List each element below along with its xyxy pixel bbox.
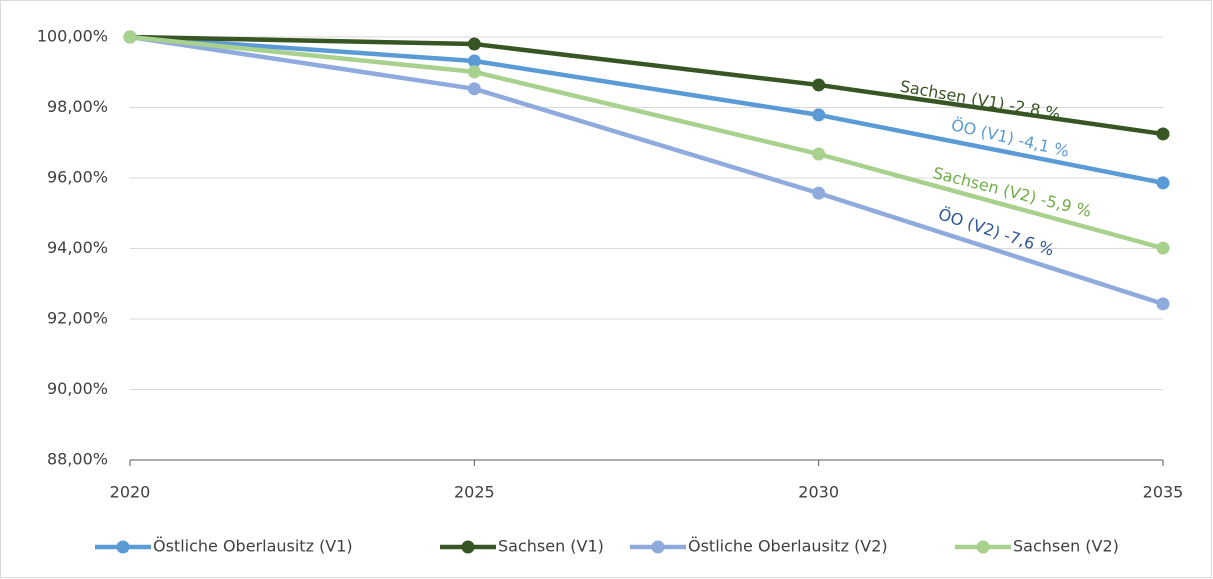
legend-label: Sachsen (V2) <box>1013 537 1119 556</box>
legend-label: Östliche Oberlausitz (V1) <box>153 537 353 556</box>
data-point <box>812 186 826 200</box>
data-point <box>467 54 481 68</box>
legend-marker <box>461 540 475 554</box>
data-point <box>812 147 826 161</box>
x-tick-label: 2035 <box>1143 483 1184 502</box>
y-tick-label: 100,00% <box>37 27 108 46</box>
data-point <box>467 65 481 79</box>
y-tick-label: 92,00% <box>47 309 108 328</box>
data-point <box>1156 297 1170 311</box>
data-point <box>1156 241 1170 255</box>
legend-marker <box>651 540 665 554</box>
y-tick-label: 96,00% <box>47 168 108 187</box>
data-point <box>812 78 826 92</box>
series-line <box>129 34 1164 306</box>
y-tick-label: 94,00% <box>47 238 108 257</box>
data-point <box>1156 176 1170 190</box>
data-point <box>467 37 481 51</box>
y-tick-label: 98,00% <box>47 97 108 116</box>
data-point <box>1156 127 1170 141</box>
legend-marker <box>976 540 990 554</box>
x-tick-label: 2020 <box>110 483 151 502</box>
series-line <box>129 34 1164 251</box>
series-line <box>129 34 1164 186</box>
x-tick-label: 2025 <box>454 483 495 502</box>
series-line <box>129 34 1164 137</box>
y-tick-label: 88,00% <box>47 450 108 469</box>
data-point <box>123 30 137 44</box>
data-point <box>467 82 481 96</box>
legend-label: Östliche Oberlausitz (V2) <box>688 537 888 556</box>
y-tick-label: 90,00% <box>47 379 108 398</box>
x-tick-label: 2030 <box>798 483 839 502</box>
legend-marker <box>116 540 130 554</box>
data-point <box>812 108 826 122</box>
legend-label: Sachsen (V1) <box>498 537 604 556</box>
